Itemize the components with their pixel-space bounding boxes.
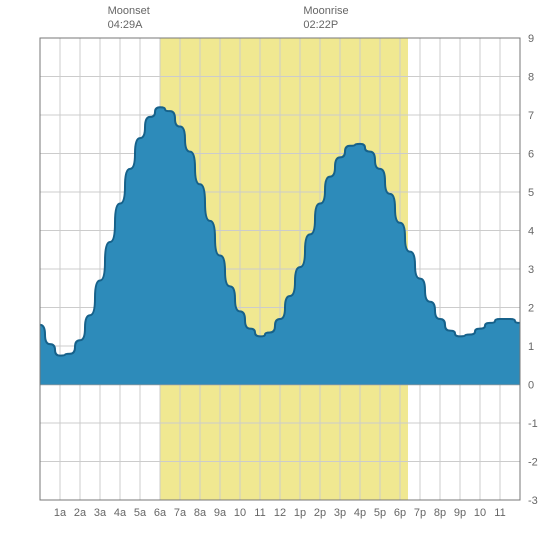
x-tick-label: 3p [334, 507, 346, 519]
x-tick-label: 4p [354, 507, 366, 519]
x-tick-label: 10 [474, 507, 486, 519]
x-tick-label: 5p [374, 507, 386, 519]
x-tick-label: 9a [214, 507, 227, 519]
y-tick-label: 3 [528, 264, 534, 276]
x-tick-label: 8a [194, 507, 207, 519]
moonset-time: 04:29A [108, 18, 150, 32]
y-tick-label: 5 [528, 187, 534, 199]
y-tick-label: 9 [528, 33, 534, 45]
x-tick-label: 1a [54, 507, 67, 519]
y-tick-label: 7 [528, 110, 534, 122]
chart-svg: -3-2-101234567891a2a3a4a5a6a7a8a9a101112… [0, 0, 550, 550]
x-tick-label: 11 [254, 507, 265, 519]
x-tick-label: 9p [454, 507, 466, 519]
y-tick-label: 6 [528, 149, 534, 161]
moonrise-annotation: Moonrise 02:22P [303, 4, 348, 32]
x-tick-label: 4a [114, 507, 127, 519]
y-tick-label: 1 [528, 341, 534, 353]
x-tick-label: 6p [394, 507, 406, 519]
x-tick-label: 2p [314, 507, 326, 519]
x-tick-label: 11 [494, 507, 505, 519]
x-tick-label: 2a [74, 507, 87, 519]
moonrise-label: Moonrise [303, 4, 348, 18]
x-tick-label: 12 [274, 507, 286, 519]
y-tick-label: 8 [528, 72, 534, 84]
x-tick-label: 1p [294, 507, 306, 519]
moonrise-time: 02:22P [303, 18, 348, 32]
x-tick-label: 8p [434, 507, 446, 519]
x-tick-label: 7p [414, 507, 426, 519]
x-tick-label: 10 [234, 507, 246, 519]
y-tick-label: 0 [528, 380, 534, 392]
x-tick-label: 7a [174, 507, 187, 519]
y-tick-label: 2 [528, 303, 534, 315]
y-tick-label: -1 [528, 418, 538, 430]
x-tick-label: 6a [154, 507, 167, 519]
y-tick-label: 4 [528, 226, 534, 238]
moonset-annotation: Moonset 04:29A [108, 4, 150, 32]
y-tick-label: -3 [528, 495, 538, 507]
x-tick-label: 3a [94, 507, 107, 519]
x-tick-label: 5a [134, 507, 147, 519]
y-tick-label: -2 [528, 457, 538, 469]
moonset-label: Moonset [108, 4, 150, 18]
tide-chart: -3-2-101234567891a2a3a4a5a6a7a8a9a101112… [0, 0, 550, 550]
